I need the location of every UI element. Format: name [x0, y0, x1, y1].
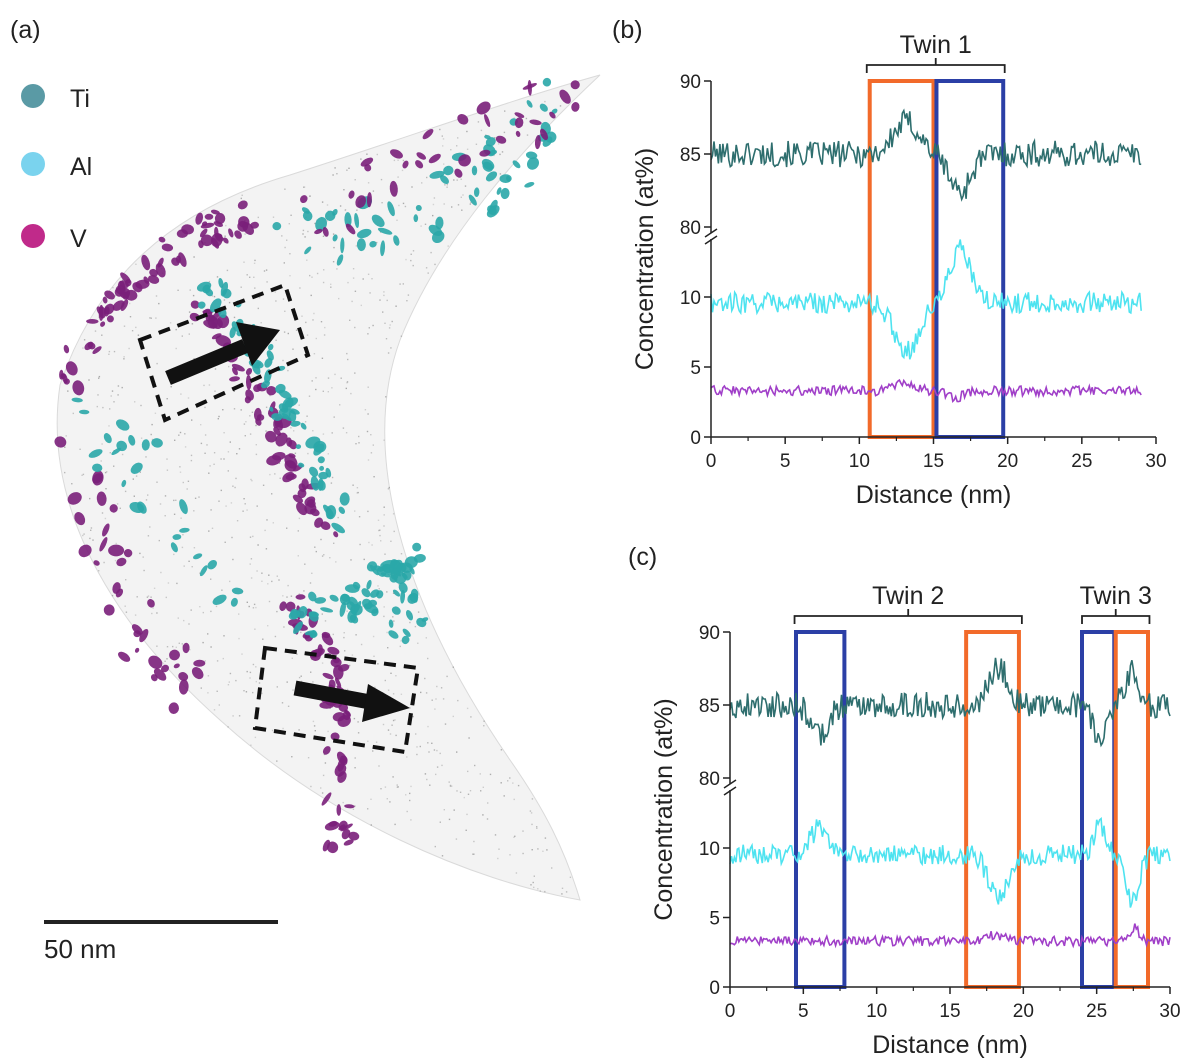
dashed-region-lower	[252, 645, 421, 755]
twin-label-1: Twin 2	[872, 582, 944, 610]
series-line-al	[729, 817, 1171, 908]
legend-swatch-ti	[21, 84, 45, 108]
legend-swatch-v	[21, 224, 45, 248]
twin-bracket-1	[865, 58, 1006, 73]
x-tick-label-10: 10	[866, 1001, 887, 1022]
x-tick-label-25: 25	[1086, 1001, 1107, 1022]
x-tick-label-25: 25	[1071, 451, 1092, 472]
x-tick-label-30: 30	[1145, 451, 1166, 472]
twin-label-1: Twin 1	[900, 31, 972, 59]
legend: Ti Al V	[21, 84, 92, 253]
y-tick-label-5: 5	[709, 909, 720, 930]
twin-label-2: Twin 3	[1080, 582, 1152, 610]
series-line-v	[729, 923, 1171, 949]
scale-bar-label: 50 nm	[44, 934, 116, 964]
x-axis-label: Distance (nm)	[856, 481, 1012, 509]
x-tick-label-15: 15	[939, 1001, 960, 1022]
y-axis-label: Concentration (at%)	[631, 148, 659, 370]
y-tick-label-85: 85	[680, 145, 701, 166]
arrow-upper	[165, 322, 280, 385]
axis-break-mark	[723, 779, 737, 796]
legend-label-v: V	[70, 225, 87, 253]
x-tick-label-30: 30	[1159, 1001, 1180, 1022]
panel-a: (a) Ti Al V 50 nm	[10, 16, 601, 964]
twin-bracket-1	[793, 609, 1023, 624]
x-tick-label-0: 0	[706, 451, 717, 472]
x-tick-label-10: 10	[849, 451, 870, 472]
x-tick-label-15: 15	[923, 451, 944, 472]
y-tick-label-10: 10	[680, 288, 701, 309]
dashed-region-upper	[137, 282, 311, 423]
series-line-ti	[729, 657, 1171, 748]
legend-label-al: Al	[70, 153, 92, 181]
y-tick-label-80: 80	[699, 769, 720, 790]
series-line-al	[710, 239, 1142, 360]
arrow-lower	[293, 680, 410, 722]
highlight-box-blue-3	[1080, 630, 1117, 989]
chart-c: 0 5 10 15 20 25 30 0 5 10 80 85 90 Distance (nm) Conce…	[650, 582, 1181, 1059]
y-tick-label-85: 85	[699, 696, 720, 717]
panel-a-label: (a)	[10, 16, 41, 44]
highlight-box-orange-2	[964, 630, 1021, 989]
y-tick-label-90: 90	[680, 72, 701, 93]
panel-b-label: (b)	[612, 16, 643, 44]
legend-swatch-al	[21, 152, 45, 176]
x-tick-label-5: 5	[798, 1001, 809, 1022]
series-line-ti	[710, 108, 1142, 202]
highlight-box-blue-1	[794, 630, 847, 989]
y-tick-label-5: 5	[690, 358, 701, 379]
legend-label-ti: Ti	[70, 85, 90, 113]
y-tick-label-90: 90	[699, 623, 720, 644]
x-tick-label-20: 20	[1013, 1001, 1034, 1022]
chart-b: 0 5 10 15 20 25 30 0 5 10 80 85 90 Distance (nm) Conce…	[631, 31, 1167, 509]
y-tick-label-0: 0	[709, 978, 720, 999]
x-tick-label-5: 5	[780, 451, 791, 472]
x-axis-label: Distance (nm)	[872, 1031, 1028, 1059]
y-tick-label-0: 0	[690, 428, 701, 449]
series-line-v	[710, 378, 1142, 403]
y-axis-label: Concentration (at%)	[650, 698, 678, 920]
panel-c-label: (c)	[628, 543, 657, 571]
y-tick-label-80: 80	[680, 218, 701, 239]
y-tick-label-10: 10	[699, 839, 720, 860]
x-tick-label-20: 20	[997, 451, 1018, 472]
axis-break-mark	[704, 228, 718, 245]
apt-reconstruction	[56, 74, 601, 901]
x-tick-label-0: 0	[725, 1001, 736, 1022]
twin-bracket-2	[1081, 609, 1151, 624]
